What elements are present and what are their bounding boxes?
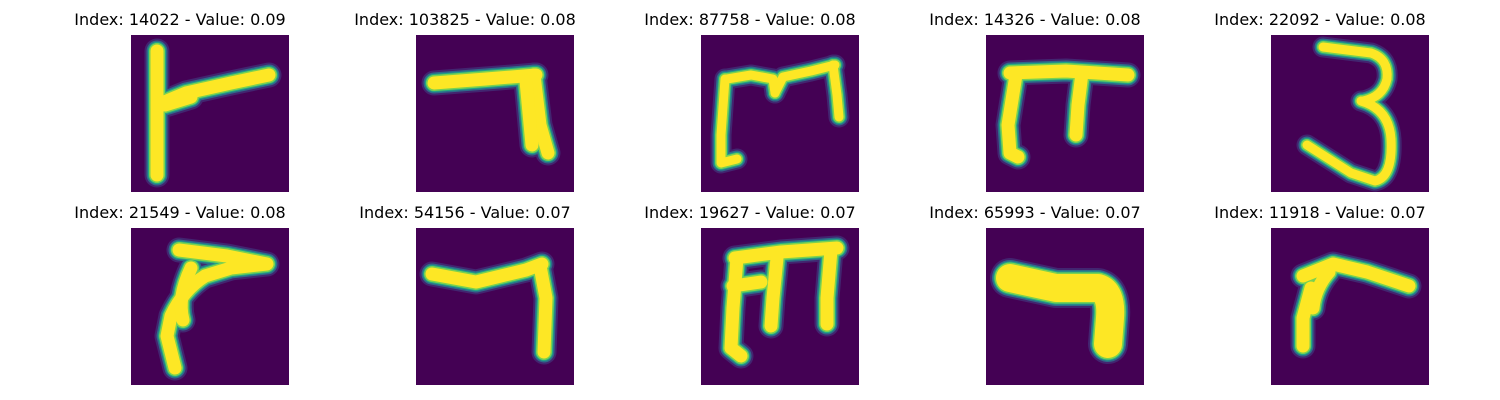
glyph-stroke xyxy=(1003,64,1135,82)
glyph-stroke xyxy=(764,251,784,333)
panel-title: Index: 19627 - Value: 0.07 xyxy=(644,203,856,222)
digit-image xyxy=(131,228,289,385)
glyph-stroke xyxy=(716,74,742,168)
panel-title: Index: 11918 - Value: 0.07 xyxy=(1214,203,1426,222)
glyph-stroke-layer xyxy=(724,241,844,363)
glyph-stroke-layer xyxy=(1302,42,1396,186)
glyph-stroke xyxy=(427,68,543,90)
glyph-stroke xyxy=(1001,68,1025,164)
glyph-stroke xyxy=(1302,96,1396,186)
glyph-stroke xyxy=(1069,66,1089,142)
glyph-stroke-layer xyxy=(150,44,276,182)
glyph-stroke xyxy=(1318,42,1392,106)
digit-image xyxy=(986,35,1144,192)
glyph-stroke-layer xyxy=(425,257,553,359)
digit-image xyxy=(701,35,859,192)
digit-image-svg xyxy=(416,228,574,385)
digit-image xyxy=(416,228,574,385)
digit-image-svg xyxy=(131,228,289,385)
panel-5: Index: 22092 - Value: 0.08 xyxy=(1170,0,1470,192)
panel-8: Index: 19627 - Value: 0.07 xyxy=(600,193,900,385)
glyph-stroke xyxy=(158,90,198,112)
digit-image xyxy=(986,228,1144,385)
panel-title: Index: 87758 - Value: 0.08 xyxy=(644,10,856,29)
panel-title: Index: 65993 - Value: 0.07 xyxy=(929,203,1141,222)
glyph-stroke xyxy=(519,74,539,152)
glyph-stroke xyxy=(527,68,555,160)
digit-image-svg xyxy=(131,35,289,192)
digit-image xyxy=(1271,228,1429,385)
digit-image xyxy=(131,35,289,192)
panel-title: Index: 14326 - Value: 0.08 xyxy=(929,10,1141,29)
panel-title: Index: 103825 - Value: 0.08 xyxy=(354,10,576,29)
glyph-stroke-layer xyxy=(1296,257,1416,353)
glyph-stroke xyxy=(1296,257,1416,293)
panel-4: Index: 14326 - Value: 0.08 xyxy=(885,0,1185,192)
glyph-stroke xyxy=(533,259,553,359)
digit-image xyxy=(416,35,574,192)
panel-9: Index: 65993 - Value: 0.07 xyxy=(885,193,1185,385)
panel-title: Index: 22092 - Value: 0.08 xyxy=(1214,10,1426,29)
panel-title: Index: 54156 - Value: 0.07 xyxy=(359,203,571,222)
glyph-stroke xyxy=(728,241,844,265)
panel-10: Index: 11918 - Value: 0.07 xyxy=(1170,193,1470,385)
digit-image-svg xyxy=(701,35,859,192)
digit-image xyxy=(701,228,859,385)
panel-title: Index: 21549 - Value: 0.08 xyxy=(74,203,286,222)
panel-7: Index: 54156 - Value: 0.07 xyxy=(315,193,615,385)
digit-image-svg xyxy=(986,35,1144,192)
digit-image-svg xyxy=(701,228,859,385)
glyph-stroke xyxy=(1306,265,1336,315)
glyph-stroke-layer xyxy=(160,243,274,375)
glyph-stroke-layer xyxy=(996,264,1125,358)
glyph-stroke-layer xyxy=(427,68,555,160)
glyph-stroke xyxy=(174,261,198,327)
glyph-stroke xyxy=(770,60,840,98)
panel-6: Index: 21549 - Value: 0.08 xyxy=(30,193,330,385)
glyph-stroke xyxy=(820,243,838,331)
glyph-stroke-layer xyxy=(716,60,844,168)
digit-image-svg xyxy=(986,228,1144,385)
panel-1: Index: 14022 - Value: 0.09 xyxy=(30,0,330,192)
digit-image-svg xyxy=(1271,35,1429,192)
glyph-stroke xyxy=(726,275,768,293)
digit-image-svg xyxy=(416,35,574,192)
panel-2: Index: 103825 - Value: 0.08 xyxy=(315,0,615,192)
panel-3: Index: 87758 - Value: 0.08 xyxy=(600,0,900,192)
glyph-stroke xyxy=(828,60,844,122)
panel-title: Index: 14022 - Value: 0.09 xyxy=(74,10,286,29)
digit-image xyxy=(1271,35,1429,192)
glyph-stroke xyxy=(996,264,1125,358)
digit-image-svg xyxy=(1271,228,1429,385)
glyph-stroke-layer xyxy=(1001,64,1135,164)
